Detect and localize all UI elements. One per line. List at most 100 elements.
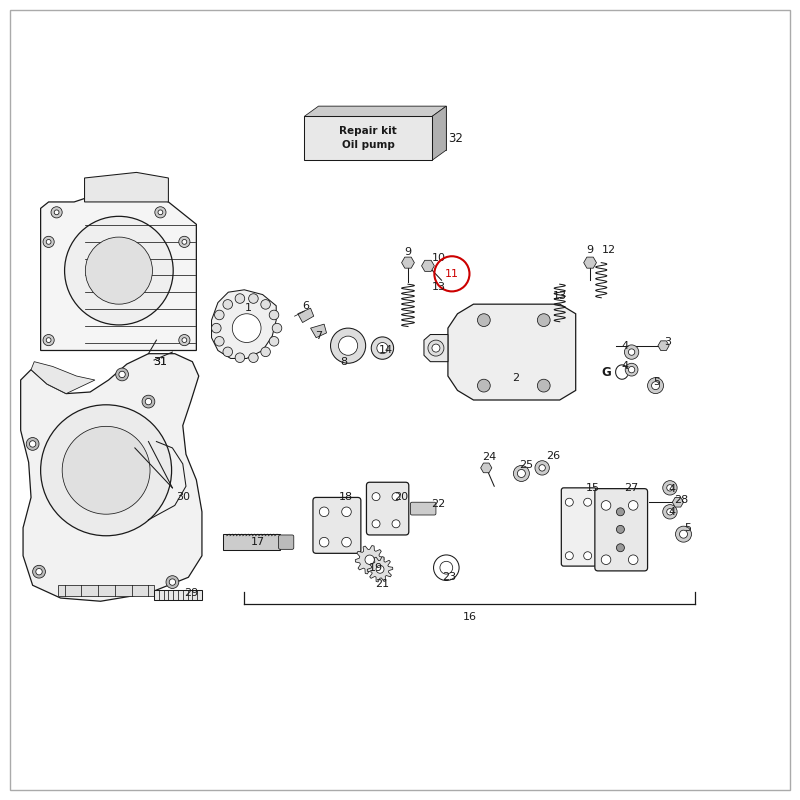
Circle shape — [235, 294, 245, 303]
Polygon shape — [31, 362, 95, 394]
Polygon shape — [367, 557, 393, 582]
Circle shape — [629, 366, 634, 373]
Circle shape — [371, 337, 394, 359]
Text: 14: 14 — [378, 346, 393, 355]
Circle shape — [535, 461, 550, 475]
Text: 4: 4 — [622, 361, 629, 370]
Circle shape — [249, 353, 258, 362]
Text: 32: 32 — [449, 131, 463, 145]
Bar — [304, 117, 432, 161]
Polygon shape — [21, 354, 202, 602]
Circle shape — [86, 237, 153, 304]
Text: 2: 2 — [512, 374, 519, 383]
Polygon shape — [304, 106, 446, 117]
Polygon shape — [402, 257, 414, 268]
Text: 17: 17 — [250, 537, 265, 547]
Circle shape — [166, 576, 178, 589]
Circle shape — [319, 538, 329, 547]
Circle shape — [372, 520, 380, 528]
Text: 12: 12 — [602, 245, 616, 255]
Circle shape — [62, 426, 150, 514]
Text: 18: 18 — [338, 493, 353, 502]
Circle shape — [235, 353, 245, 362]
Circle shape — [51, 206, 62, 218]
Circle shape — [261, 300, 270, 309]
FancyBboxPatch shape — [278, 535, 294, 550]
Circle shape — [372, 493, 380, 501]
Circle shape — [319, 507, 329, 517]
Circle shape — [376, 566, 384, 574]
Circle shape — [625, 345, 638, 359]
Circle shape — [617, 508, 625, 516]
Circle shape — [182, 338, 186, 342]
Circle shape — [617, 544, 625, 552]
Text: 3: 3 — [664, 337, 671, 346]
Circle shape — [518, 470, 526, 478]
Text: 4: 4 — [668, 507, 675, 517]
Circle shape — [178, 236, 190, 247]
Circle shape — [65, 216, 173, 325]
Circle shape — [261, 347, 270, 357]
Circle shape — [223, 347, 233, 357]
Circle shape — [211, 323, 221, 333]
Circle shape — [142, 395, 155, 408]
Circle shape — [539, 465, 546, 471]
Circle shape — [270, 337, 279, 346]
Circle shape — [566, 552, 574, 560]
Circle shape — [666, 509, 673, 515]
Circle shape — [428, 340, 444, 356]
FancyBboxPatch shape — [313, 498, 361, 554]
Circle shape — [26, 438, 39, 450]
Circle shape — [146, 398, 152, 405]
Circle shape — [432, 344, 440, 352]
Text: 31: 31 — [154, 357, 167, 366]
Circle shape — [272, 323, 282, 333]
Circle shape — [223, 300, 233, 309]
Polygon shape — [154, 590, 202, 600]
Circle shape — [214, 310, 224, 320]
Text: 20: 20 — [394, 493, 409, 502]
Circle shape — [651, 382, 659, 390]
Circle shape — [584, 498, 592, 506]
Circle shape — [629, 501, 638, 510]
Circle shape — [155, 206, 166, 218]
Polygon shape — [58, 586, 154, 596]
Text: 4: 4 — [622, 342, 629, 351]
Text: 6: 6 — [302, 301, 310, 310]
Polygon shape — [41, 190, 196, 350]
Text: 26: 26 — [546, 451, 560, 461]
Circle shape — [675, 526, 691, 542]
Circle shape — [270, 310, 279, 320]
Circle shape — [338, 336, 358, 355]
Polygon shape — [432, 106, 446, 161]
Circle shape — [629, 349, 634, 355]
Polygon shape — [672, 498, 683, 507]
Circle shape — [662, 481, 677, 495]
Circle shape — [182, 239, 186, 244]
Circle shape — [249, 294, 258, 303]
Text: 24: 24 — [482, 453, 497, 462]
Circle shape — [566, 498, 574, 506]
Text: 8: 8 — [341, 357, 348, 366]
Polygon shape — [298, 308, 314, 322]
Text: 25: 25 — [519, 461, 534, 470]
Circle shape — [602, 555, 611, 565]
Circle shape — [440, 562, 453, 574]
Text: 5: 5 — [684, 522, 691, 533]
Text: 16: 16 — [462, 612, 477, 622]
Text: G: G — [601, 366, 611, 378]
Text: 9: 9 — [405, 247, 411, 258]
Text: 13: 13 — [431, 282, 446, 291]
Circle shape — [626, 363, 638, 376]
Circle shape — [170, 579, 175, 586]
Text: 23: 23 — [442, 572, 457, 582]
Circle shape — [679, 530, 687, 538]
FancyBboxPatch shape — [410, 502, 436, 515]
Polygon shape — [658, 341, 669, 350]
Text: 9: 9 — [586, 245, 594, 255]
Text: Repair kit
Oil pump: Repair kit Oil pump — [339, 126, 397, 150]
Circle shape — [538, 314, 550, 326]
Text: 4: 4 — [668, 485, 675, 494]
Polygon shape — [85, 172, 169, 202]
Circle shape — [158, 210, 163, 214]
